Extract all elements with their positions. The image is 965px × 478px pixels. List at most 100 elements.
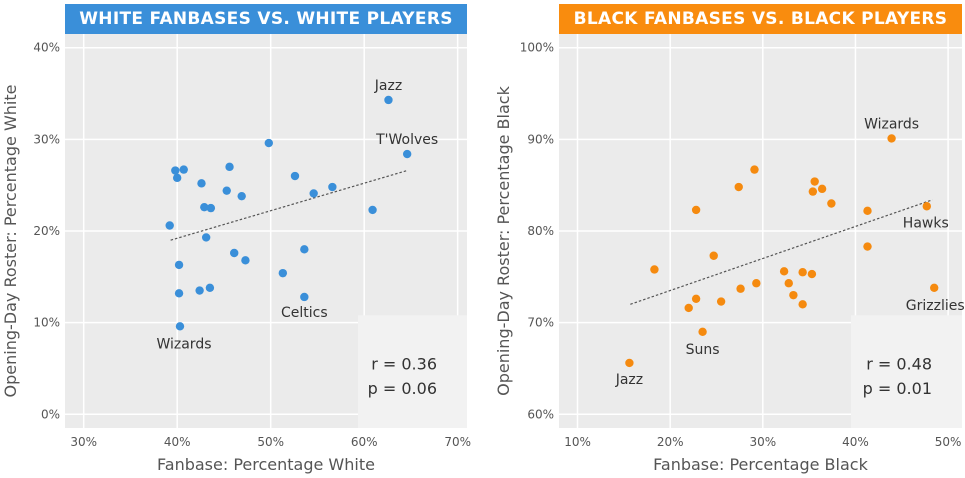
chart-panel-0: 30% 40% 50% 60% 70% 0% 10% 20% 30% 40% Fanbase: Pe… (1, 34, 471, 474)
data-point (200, 202, 209, 212)
stat-p: p = 0.01 (863, 379, 932, 398)
data-point (691, 294, 701, 304)
data-point (779, 267, 789, 276)
data-point (205, 283, 215, 293)
data-point (807, 269, 817, 279)
x-axis-title: Fanbase: Percentage White (157, 455, 375, 474)
point-label: Suns (686, 342, 720, 358)
stat-r: r = 0.48 (866, 354, 932, 373)
data-point (175, 322, 185, 331)
data-point (922, 202, 931, 211)
data-point (863, 206, 872, 216)
point-label: Jazz (374, 78, 402, 94)
data-point (798, 268, 807, 277)
data-point (736, 284, 745, 293)
data-point (290, 171, 300, 181)
trend-line (630, 199, 933, 305)
y-tick-label: 60% (527, 407, 554, 421)
x-tick-label: 40% (164, 435, 191, 449)
data-point (237, 191, 246, 201)
y-tick-label: 40% (33, 41, 60, 55)
data-point (691, 205, 701, 215)
data-point (684, 303, 693, 313)
data-point (174, 260, 184, 270)
data-point (734, 182, 743, 192)
x-tick-label: 50% (257, 435, 284, 449)
data-point (827, 199, 836, 208)
data-point (798, 300, 807, 309)
data-point (241, 256, 250, 265)
data-point (230, 248, 239, 258)
data-point (784, 279, 793, 288)
x-tick-label: 30% (70, 435, 97, 449)
data-point (171, 166, 180, 175)
data-point (300, 245, 309, 254)
x-axis-title: Fanbase: Percentage Black (653, 455, 868, 474)
data-point (650, 265, 659, 274)
data-point (197, 179, 206, 188)
stats-box (358, 315, 467, 428)
x-tick-label: 70% (444, 435, 471, 449)
y-axis-title: Opening-Day Roster: Percentage Black (494, 85, 513, 395)
data-point (716, 297, 726, 306)
point-label: Jazz (615, 372, 643, 388)
data-point (402, 149, 412, 159)
chart-panel-1: 10% 20% 30% 40% 50% 60% 70% 80% 90% 100% Fanbase: … (494, 34, 965, 474)
stat-r: r = 0.36 (371, 354, 437, 373)
data-point (172, 173, 182, 183)
data-point (752, 279, 761, 288)
data-point (887, 134, 896, 143)
trend-line (170, 169, 408, 241)
data-point (817, 184, 827, 194)
data-point (278, 268, 288, 278)
y-axis-title: Opening-Day Roster: Percentage White (1, 85, 20, 398)
x-tick-label: 10% (564, 435, 591, 449)
x-tick-label: 30% (749, 435, 776, 449)
data-point (930, 283, 939, 293)
data-point (750, 165, 759, 174)
y-tick-label: 0% (41, 407, 60, 421)
point-label: Celtics (281, 305, 328, 321)
data-point (179, 165, 188, 174)
data-point (863, 242, 872, 251)
stats-box (851, 315, 962, 428)
data-point (709, 251, 718, 260)
x-tick-label: 50% (935, 435, 962, 449)
y-tick-label: 10% (33, 316, 60, 330)
data-point (174, 289, 184, 298)
y-tick-label: 30% (33, 132, 60, 146)
y-tick-label: 90% (527, 132, 554, 146)
data-point (300, 292, 309, 302)
data-point (309, 189, 318, 198)
x-tick-label: 20% (657, 435, 684, 449)
chart-title-black: BLACK FANBASES VS. BLACK PLAYERS (559, 4, 962, 34)
data-point (264, 138, 274, 148)
y-tick-label: 80% (527, 224, 554, 238)
data-point (165, 221, 174, 230)
data-point (201, 233, 211, 242)
data-point (698, 327, 707, 336)
data-point (195, 286, 204, 295)
data-point (625, 358, 634, 368)
y-tick-label: 100% (520, 41, 554, 55)
point-label: Hawks (903, 215, 949, 231)
y-tick-label: 20% (33, 224, 60, 238)
stat-p: p = 0.06 (368, 379, 437, 398)
data-point (225, 162, 234, 172)
data-point (810, 177, 819, 186)
y-tick-label: 70% (527, 316, 554, 330)
data-point (384, 95, 393, 105)
data-point (789, 290, 798, 300)
point-label: Wizards (156, 336, 211, 352)
chart-title-white: WHITE FANBASES VS. WHITE PLAYERS (65, 4, 467, 34)
x-tick-label: 40% (842, 435, 869, 449)
data-point (808, 187, 818, 196)
data-point (368, 205, 377, 215)
data-point (222, 186, 231, 195)
data-point (206, 203, 216, 213)
data-point (328, 182, 337, 192)
point-label: Grizzlies (906, 298, 965, 314)
x-tick-label: 60% (351, 435, 378, 449)
point-label: Wizards (864, 116, 919, 132)
